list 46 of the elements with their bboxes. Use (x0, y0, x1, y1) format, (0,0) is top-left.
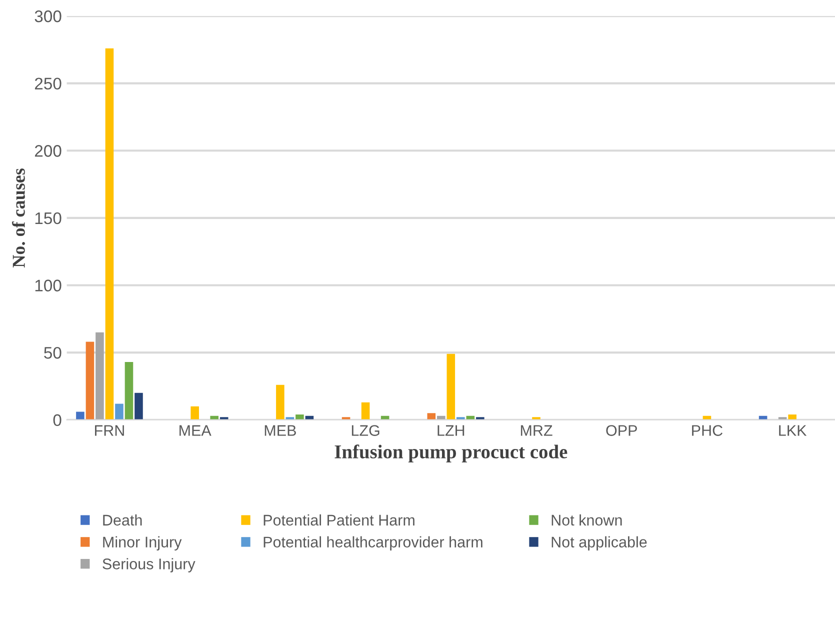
legend-label: Not known (552, 514, 622, 526)
bar (532, 417, 540, 420)
y-tick-label: 50 (44, 346, 62, 359)
bar (86, 342, 94, 420)
y-axis-title: No. of causes (12, 168, 25, 268)
bar (276, 384, 284, 420)
bar (476, 417, 484, 420)
bar (342, 417, 350, 420)
y-tick-label: 250 (34, 78, 62, 90)
x-tick-label: OPP (606, 425, 637, 436)
x-tick-label: LZH (438, 425, 464, 436)
bar (115, 404, 124, 420)
bar (124, 362, 134, 420)
legend-label: Death (103, 514, 142, 526)
bar (105, 48, 114, 420)
x-tick-label: MEB (264, 425, 296, 436)
y-tick-label: 0 (53, 414, 62, 426)
x-axis-title: Infusion pump procuct code (334, 444, 568, 462)
bar (96, 332, 104, 420)
bar (361, 402, 370, 420)
bar (190, 406, 199, 420)
bar (134, 392, 143, 420)
legend-label: Potential healthcarprovider harm (264, 536, 482, 550)
legend-label: Potential Patient Harm (264, 514, 414, 526)
bar (778, 417, 787, 420)
y-tick-label: 300 (34, 10, 62, 22)
bar (286, 417, 294, 420)
x-tick-label: FRN (95, 425, 124, 436)
legend-label: Serious Injury (102, 558, 196, 572)
legend-label: Minor Injury (103, 536, 182, 550)
x-tick-label: PHC (692, 425, 723, 436)
bar (446, 354, 456, 420)
bar (427, 413, 436, 420)
y-tick-label: 150 (35, 212, 62, 224)
bar (76, 412, 84, 420)
legend-label: Not applicable (552, 536, 647, 550)
x-tick-label: LZG (352, 425, 380, 436)
y-tick-label: 200 (34, 145, 62, 157)
bar (296, 414, 304, 420)
x-tick-label: MEA (180, 425, 212, 436)
x-tick-label: MRZ (520, 425, 552, 436)
x-tick-label: LKK (779, 425, 807, 436)
bar (456, 417, 465, 420)
y-tick-label: 100 (35, 280, 62, 292)
bar (788, 414, 796, 420)
bar (220, 417, 228, 420)
